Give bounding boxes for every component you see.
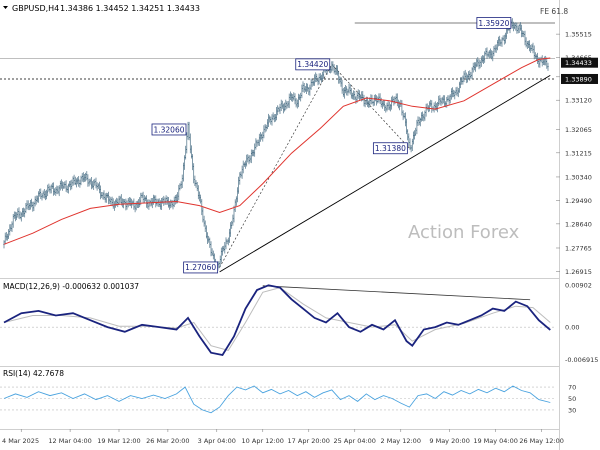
header-symbol: GBPUSD,H4 — [12, 4, 59, 13]
x-tick-label: 3 Apr 04:00 — [198, 437, 236, 445]
macd-tick-label: 0.00902 — [565, 282, 592, 290]
rsi-tick-label: 30 — [568, 406, 576, 414]
price-levels — [0, 22, 555, 80]
x-tick-label: 17 Apr 20:00 — [288, 437, 330, 445]
current-price-box — [561, 57, 598, 68]
price-tick-label: 1.30340 — [565, 173, 592, 181]
fib-projection-line — [219, 63, 410, 268]
moving-average-line — [3, 57, 551, 245]
price-annotation-box — [372, 142, 408, 155]
x-tick-label: 26 Mar 20:00 — [146, 437, 189, 445]
price-tick-label: 1.26915 — [565, 268, 592, 276]
macd-layer — [0, 284, 556, 357]
current-price-label: 1.34433 — [565, 59, 592, 67]
price-axis: 1.355151.346651.339701.331201.320651.312… — [556, 31, 598, 276]
x-tick-label: 9 May 20:00 — [429, 437, 469, 445]
macd-label: MACD(12,26,9) -0.000632 0.001037 — [3, 282, 139, 291]
price-tick-label: 1.31215 — [565, 149, 592, 157]
header-ohlc: 1.34386 1.34452 1.34251 1.34433 — [60, 4, 200, 13]
macd-divergence-line — [262, 285, 531, 301]
support-price-box — [561, 73, 598, 84]
rsi-tick-label: 50 — [568, 395, 576, 403]
price-annotation-label: 1.35920 — [478, 19, 509, 28]
price-annotation-label: 1.27060 — [185, 263, 216, 272]
price-annotations: 1.27060 1.32060 1.34420 1.31380 1.35920 — [151, 17, 512, 274]
price-annotation-label: 1.34420 — [297, 60, 328, 69]
x-tick-label: 4 Mar 2025 — [2, 437, 39, 445]
macd-axis: 0.00902 0.00 -0.006915 — [565, 282, 598, 364]
price-tick-label: 1.27765 — [565, 244, 592, 252]
rsi-layer — [0, 385, 556, 414]
price-annotation-box — [476, 17, 512, 29]
price-tick-label: 1.33120 — [565, 97, 592, 105]
price-annotation-box — [295, 58, 331, 71]
watermark: Action Forex — [408, 222, 520, 243]
price-tick-label: 1.35515 — [565, 31, 592, 39]
price-guides — [219, 63, 551, 273]
price-tick-label: 1.29490 — [565, 197, 592, 205]
price-annotation-box — [183, 261, 219, 274]
x-tick-label: 2 May 12:00 — [381, 437, 421, 445]
x-tick-label: 26 May 12:00 — [519, 437, 564, 445]
price-annotation-box — [151, 123, 187, 136]
rsi-tick-label: 70 — [568, 384, 576, 392]
x-tick-label: 25 Apr 04:00 — [334, 437, 376, 445]
price-annotation-label: 1.31380 — [375, 144, 406, 153]
fe-label: FE 61.8 — [540, 7, 568, 16]
x-tick-label: 19 Mar 12:00 — [97, 437, 140, 445]
macd-line — [3, 284, 551, 357]
trendline — [219, 75, 551, 273]
x-tick-label: 10 Apr 12:00 — [242, 437, 284, 445]
support-price-label: 1.33890 — [565, 75, 592, 83]
macd-tick-label: 0.00 — [565, 324, 579, 332]
price-tick-label: 1.32065 — [565, 126, 592, 134]
rsi-axis: 70 50 30 — [568, 384, 576, 415]
price-annotation-label: 1.32060 — [153, 125, 184, 134]
x-tick-label: 19 May 04:00 — [473, 437, 518, 445]
header-dropdown-icon[interactable] — [3, 6, 8, 9]
rsi-label: RSI(14) 42.7678 — [3, 369, 64, 378]
rsi-line — [3, 385, 551, 414]
x-tick-label: 12 Mar 04:00 — [48, 437, 91, 445]
x-axis: 4 Mar 2025 12 Mar 04:00 19 Mar 12:00 26 Mar… — [2, 429, 564, 445]
macd-tick-label: -0.006915 — [565, 356, 598, 364]
price-tick-label: 1.28640 — [565, 220, 592, 228]
